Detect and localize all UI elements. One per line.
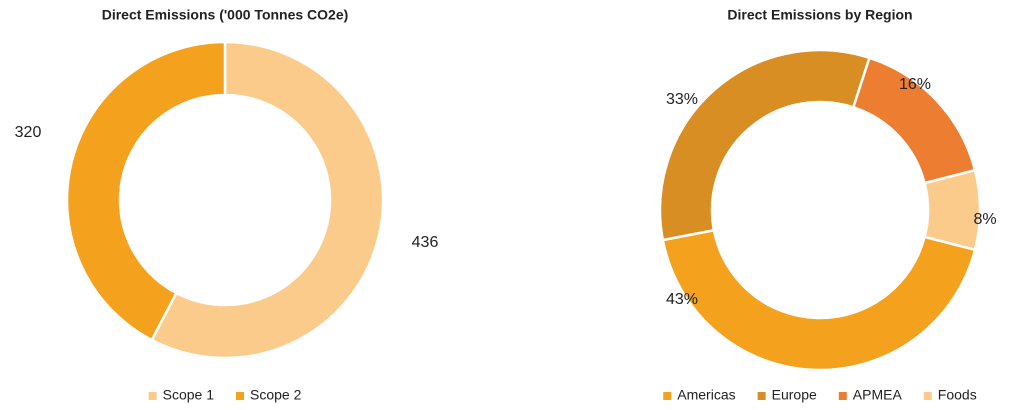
legend-swatch <box>757 392 766 400</box>
donut-segment <box>65 40 227 342</box>
donut-chart: Direct Emissions by Region 43% 33% 16% 8% Ame… <box>658 7 997 403</box>
data-label: 320 <box>15 124 42 141</box>
legend-swatch <box>236 392 244 400</box>
legend-swatch <box>663 392 672 400</box>
legend-swatch <box>148 392 157 400</box>
donut-segment <box>923 168 982 252</box>
legend-label: Scope 2 <box>250 387 302 403</box>
legend-label: APMEA <box>853 387 903 403</box>
data-label: 16% <box>899 76 931 93</box>
donut-segment <box>661 228 977 372</box>
donut-segment <box>658 48 872 242</box>
legend-label: Scope 1 <box>163 387 215 403</box>
legend-label: Americas <box>677 387 735 403</box>
chart-title: Direct Emissions ('000 Tonnes CO2e) <box>102 7 349 23</box>
donut-chart: Direct Emissions ('000 Tonnes CO2e) 436 32… <box>15 7 439 403</box>
data-label: 8% <box>973 211 996 228</box>
data-label: 436 <box>412 234 439 251</box>
donut-segment <box>150 40 385 360</box>
legend-swatch <box>838 392 847 400</box>
legend-swatch <box>923 392 932 400</box>
data-label: 33% <box>666 91 698 108</box>
data-label: 43% <box>666 291 698 308</box>
legend-label: Foods <box>938 387 977 403</box>
legend-label: Europe <box>772 387 817 403</box>
chart-title: Direct Emissions by Region <box>727 7 912 23</box>
